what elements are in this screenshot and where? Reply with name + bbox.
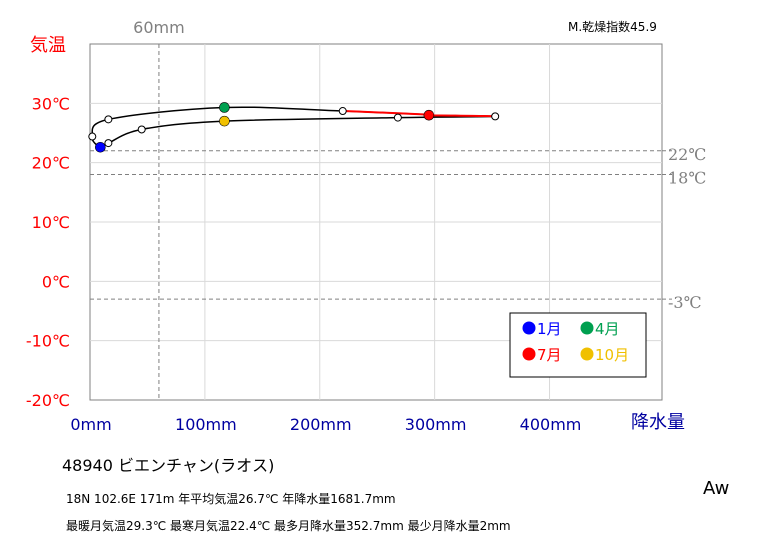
- threshold-lines: 60mm 22℃ 18℃ -3℃: [90, 18, 706, 400]
- legend-label-4: 4月: [595, 320, 620, 338]
- station-info-line-2: 最暖月気温29.3℃ 最寒月気温22.4℃ 最多月降水量352.7mm 最少月降…: [66, 519, 511, 533]
- threshold-label-temp: 18℃: [668, 169, 706, 188]
- y-tick-label: -20℃: [26, 391, 70, 410]
- legend-label-1: 1月: [537, 320, 562, 338]
- x-tick-label: 200mm: [290, 415, 352, 434]
- legend-marker-4: [580, 321, 594, 335]
- month-point-12: [104, 139, 113, 148]
- threshold-label-temp: -3℃: [668, 293, 701, 312]
- month-point-1: [95, 141, 106, 153]
- month-point-5: [338, 107, 347, 116]
- y-tick-label: -10℃: [26, 332, 70, 351]
- legend: 1月 4月 7月 10月: [509, 312, 647, 378]
- y-axis-title: 気温: [30, 35, 66, 56]
- station-title: 48940 ビエンチャン(ラオス): [62, 456, 275, 475]
- month-point-4: [219, 102, 230, 113]
- legend-label-10: 10月: [595, 346, 629, 364]
- month-point-9: [393, 113, 402, 122]
- y-tick-label: 10℃: [32, 213, 70, 232]
- month-point-7: [423, 109, 435, 121]
- legend-marker-10: [580, 347, 594, 361]
- y-tick-label: 30℃: [32, 94, 70, 113]
- y-tick-label: 20℃: [32, 154, 70, 173]
- month-point-11: [137, 125, 146, 134]
- month-points: [88, 102, 500, 153]
- x-tick-label: 300mm: [405, 415, 467, 434]
- x-tick-label: 0mm: [70, 415, 111, 434]
- x-tick-label: 100mm: [175, 415, 237, 434]
- dryness-index: M.乾燥指数45.9: [568, 19, 657, 34]
- x-tick-label: 400mm: [520, 415, 582, 434]
- station-info-line-1: 18N 102.6E 171m 年平均気温26.7℃ 年降水量1681.7mm: [66, 492, 396, 506]
- x-axis-title: 降水量: [631, 412, 685, 433]
- threshold-label-precip: 60mm: [133, 18, 185, 37]
- month-point-10: [219, 115, 230, 127]
- legend-marker-1: [522, 321, 536, 335]
- climate-classification: Aw: [703, 478, 730, 499]
- legend-marker-7: [522, 347, 536, 361]
- month-point-8: [491, 112, 500, 121]
- legend-label-7: 7月: [537, 346, 562, 364]
- y-tick-label: 0℃: [42, 272, 70, 291]
- month-point-3: [104, 115, 113, 124]
- threshold-label-temp: 22℃: [668, 145, 706, 164]
- month-point-2: [88, 132, 97, 141]
